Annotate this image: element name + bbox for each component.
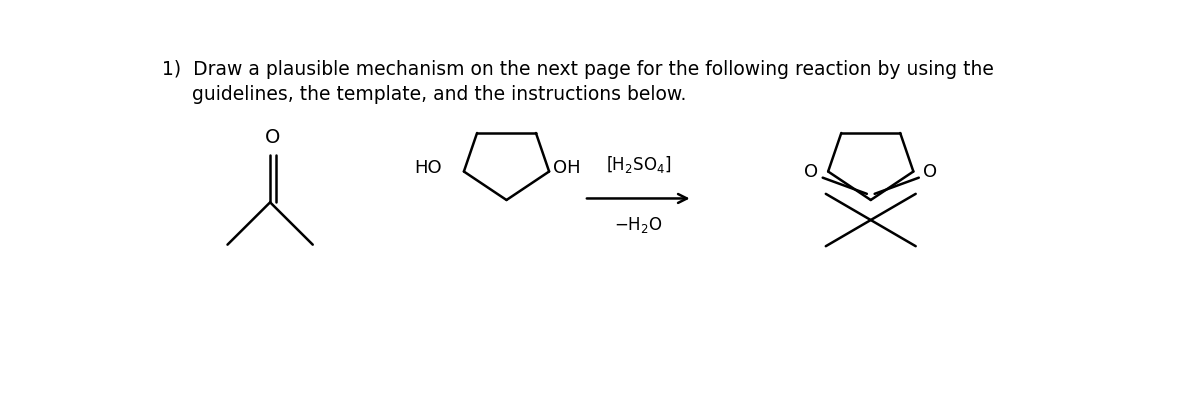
Text: O: O xyxy=(804,162,818,180)
Text: O: O xyxy=(265,128,281,147)
Text: HO: HO xyxy=(414,159,442,177)
Text: O: O xyxy=(923,162,937,180)
Text: 1)  Draw a plausible mechanism on the next page for the following reaction by us: 1) Draw a plausible mechanism on the nex… xyxy=(162,60,994,79)
Text: [H$_2$SO$_4$]: [H$_2$SO$_4$] xyxy=(606,154,671,175)
Text: guidelines, the template, and the instructions below.: guidelines, the template, and the instru… xyxy=(162,85,686,104)
Text: $-$H$_2$O: $-$H$_2$O xyxy=(614,216,662,236)
Text: OH: OH xyxy=(553,159,581,177)
